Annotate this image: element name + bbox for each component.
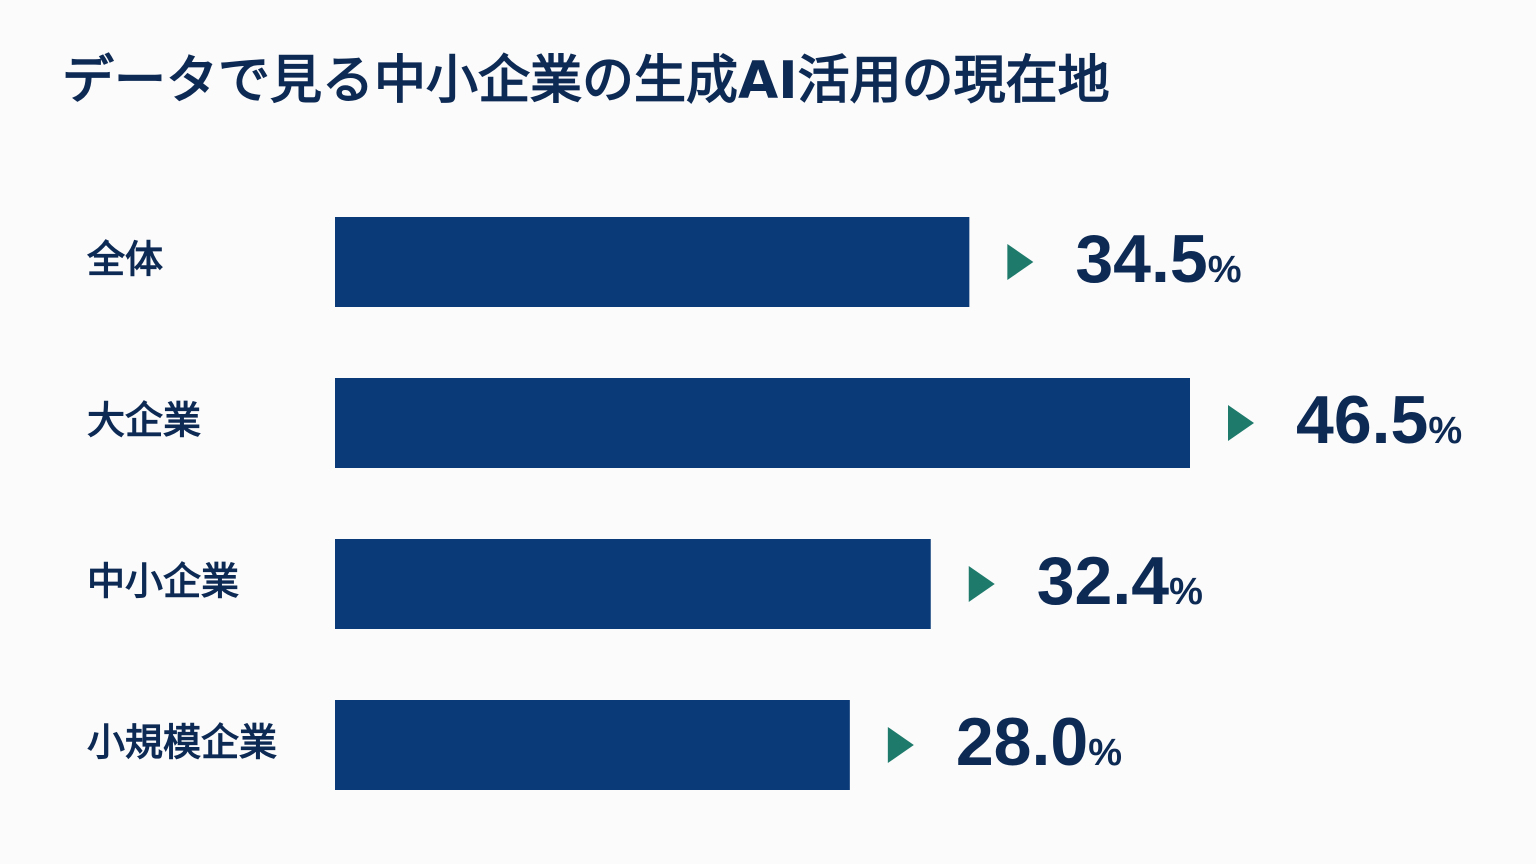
bar	[335, 700, 850, 790]
arrow-icon	[887, 727, 914, 763]
category-label: 中小企業	[87, 560, 239, 604]
value-label: 46.5%	[1296, 382, 1462, 458]
value-label: 34.5%	[1075, 221, 1241, 297]
chart-title: データで見る中小企業の生成AI活用の現在地	[62, 51, 1110, 111]
arrow-icon	[1007, 244, 1034, 280]
bar	[335, 217, 970, 307]
category-label: 小規模企業	[87, 721, 277, 765]
arrow-icon	[968, 566, 995, 602]
bar	[335, 378, 1190, 468]
arrow-icon	[1228, 405, 1254, 441]
value-label: 28.0%	[956, 704, 1122, 780]
category-label: 全体	[86, 238, 163, 282]
category-label: 大企業	[87, 399, 201, 443]
bar	[335, 539, 931, 629]
value-label: 32.4%	[1037, 543, 1203, 619]
